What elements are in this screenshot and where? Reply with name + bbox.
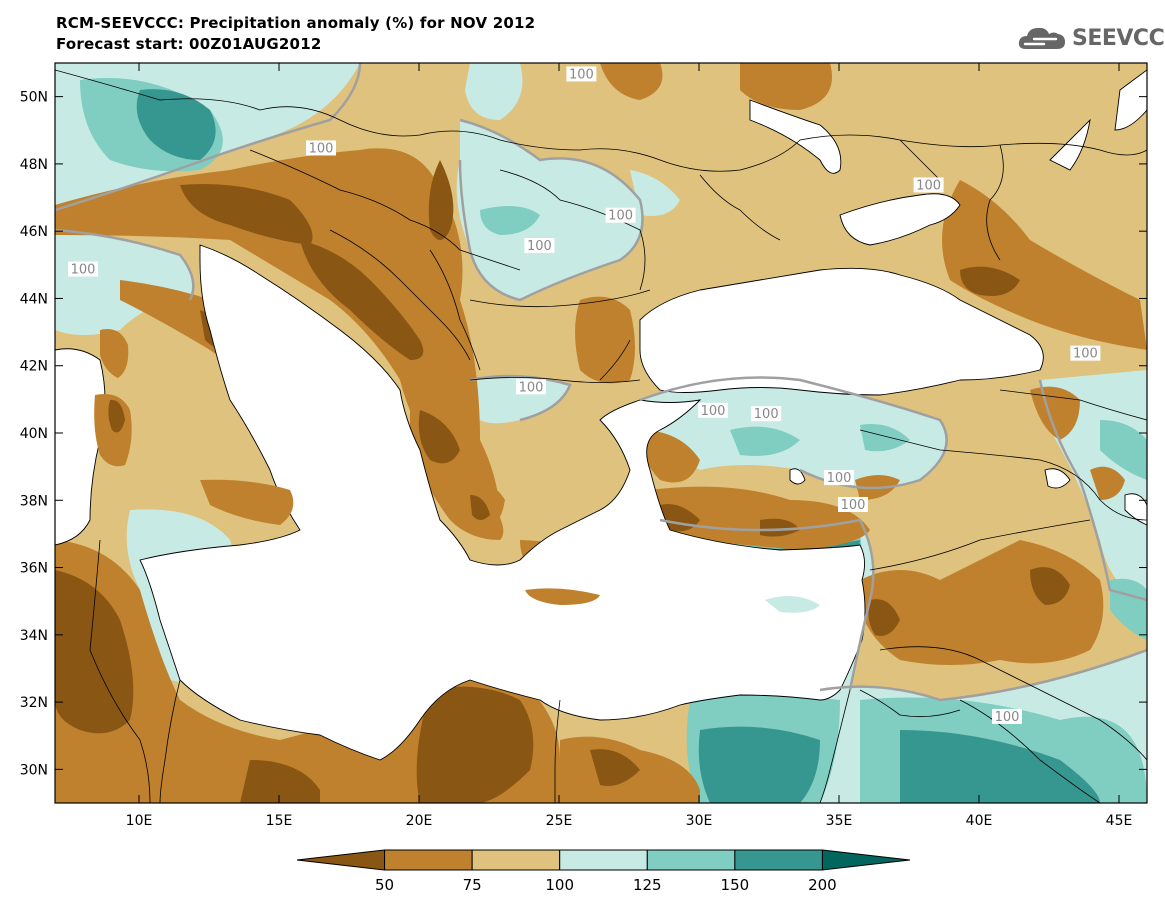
lon-tick-label: 35E: [826, 813, 853, 829]
islands: [94, 329, 820, 613]
longitude-axis: 10E 15E 20E 25E 30E 35E 40E 45E: [126, 63, 1133, 829]
colorbar-swatch: [646, 849, 736, 871]
colorbar-label: 200: [808, 876, 837, 894]
colorbar-swatch: [559, 849, 648, 871]
forecast-start-subtitle: Forecast start: 00Z01AUG2012: [56, 35, 322, 53]
contour-label: 100: [995, 710, 1020, 725]
contour-label-box: [306, 140, 336, 156]
colorbar-swatch: [384, 849, 473, 871]
lon-tick-label: 10E: [126, 813, 153, 829]
lat-tick-label: 48N: [20, 157, 48, 173]
lat-tick-label: 38N: [20, 493, 48, 509]
lon-tick-label: 30E: [686, 813, 713, 829]
cloud-icon: [1018, 27, 1065, 49]
contour-lines-100: [55, 63, 1147, 702]
lat-tick-label: 50N: [20, 90, 48, 106]
contour-label: 100: [1073, 347, 1098, 362]
colorbar-label: 125: [633, 876, 662, 894]
lon-tick-label: 20E: [406, 813, 433, 829]
contour-label: 100: [754, 407, 779, 422]
colorbar-swatch: [296, 849, 386, 871]
lat-tick-label: 46N: [20, 224, 48, 240]
contour-label: 100: [608, 209, 633, 224]
latitude-axis: 30N 32N 34N 36N 38N 40N 42N 44N 46N 48N 50N: [20, 90, 1147, 778]
contour-label: 100: [309, 141, 334, 156]
sea-areas: [55, 69, 1147, 761]
contour-label: 100: [527, 239, 552, 254]
contour-label-box: [566, 66, 597, 82]
lon-tick-label: 40E: [966, 813, 993, 829]
corsica-island: [100, 329, 129, 378]
lat-tick-label: 44N: [20, 291, 48, 307]
lat-tick-label: 40N: [20, 426, 48, 442]
contour-label-box: [698, 402, 728, 418]
contour-label: 100: [519, 380, 544, 395]
colorbar-label: 50: [375, 876, 394, 894]
colorbar-swatch: [821, 849, 911, 871]
contour-label-box: [605, 207, 636, 223]
colorbar-swatch: [471, 849, 561, 871]
crete-island: [525, 588, 600, 605]
contour-label-box: [992, 708, 1022, 724]
colorbar-label: 75: [463, 876, 482, 894]
lon-tick-label: 25E: [546, 813, 573, 829]
contour-label: 100: [701, 404, 726, 419]
contour-label-box: [751, 406, 782, 422]
colorbar-label: 150: [721, 876, 750, 894]
lat-tick-label: 32N: [20, 695, 48, 711]
country-borders: [55, 69, 1147, 803]
sicily-island: [200, 479, 294, 525]
contour-label: 100: [71, 263, 96, 278]
lat-tick-label: 30N: [20, 762, 48, 778]
contour-label: 100: [827, 471, 852, 486]
contour-label-box: [524, 238, 555, 253]
map-title: RCM-SEEVCCC: Precipitation anomaly (%) f…: [56, 14, 536, 32]
lon-tick-label: 45E: [1106, 813, 1133, 829]
logo-text: SEEVCCC: [1072, 25, 1165, 51]
lon-tick-label: 15E: [266, 813, 293, 829]
lat-tick-label: 36N: [20, 561, 48, 577]
seevccc-logo: SEEVCCC: [1016, 22, 1165, 54]
contour-label-box: [838, 497, 868, 512]
lat-tick-label: 42N: [20, 359, 48, 375]
map-field: [55, 63, 1147, 803]
contour-label-box: [516, 379, 546, 395]
contour-labels: 100 100 100 100 100 100 100 100 100 100 100 100 100: [68, 66, 1101, 725]
contour-label-box: [913, 177, 944, 193]
colorbar-label: 100: [545, 876, 574, 894]
contour-label: 100: [569, 67, 594, 82]
contour-label: 100: [916, 178, 941, 193]
contour-label-box: [1070, 345, 1101, 361]
contour-label-box: [68, 261, 98, 277]
colorbar: 50 75 100 125 150 200: [296, 849, 911, 894]
contour-label-box: [824, 470, 854, 486]
contour-label: 100: [841, 498, 866, 513]
cyprus-island: [765, 596, 820, 613]
colorbar-swatch: [734, 849, 823, 871]
lat-tick-label: 34N: [20, 628, 48, 644]
